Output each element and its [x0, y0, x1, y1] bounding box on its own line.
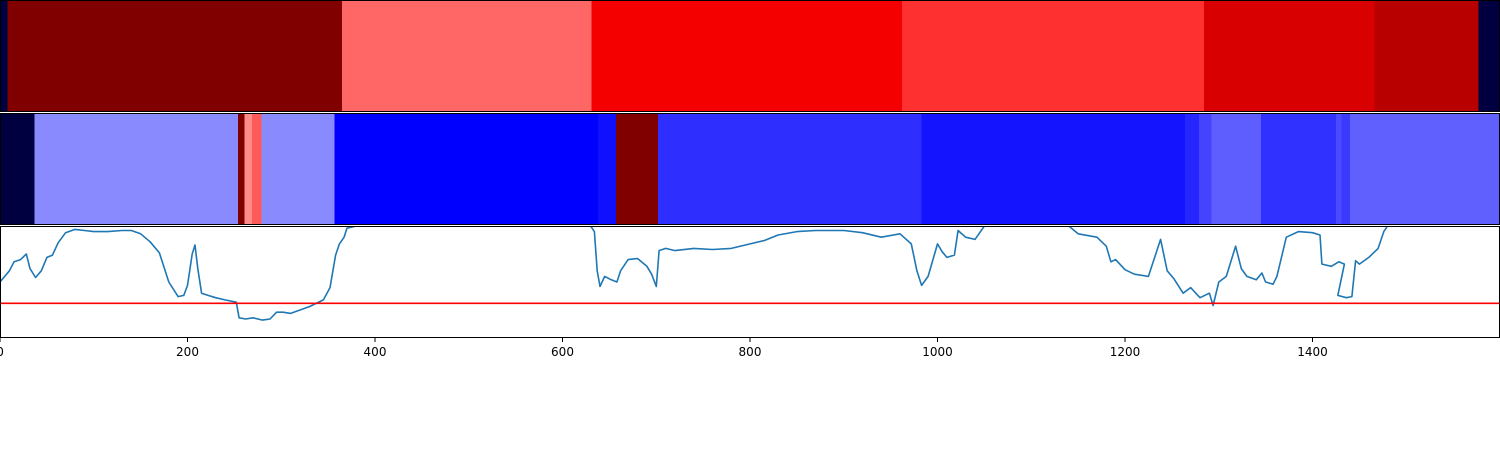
heatmap-segment-4	[252, 113, 263, 225]
heatmap-segment-7	[598, 113, 617, 225]
heatmap-segment-1	[7, 0, 343, 112]
heatmap-segment-6	[334, 113, 599, 225]
heatmap-strip-top	[0, 0, 1500, 112]
heatmap-segment-14	[1260, 113, 1337, 225]
heatmap-segment-13	[1211, 113, 1262, 225]
heatmap-segment-4	[901, 0, 1205, 112]
heatmap-segment-5	[261, 113, 336, 225]
heatmap-segment-3	[591, 0, 903, 112]
heatmap-segment-6	[1374, 0, 1479, 112]
x-tick-label-0: 0	[0, 345, 4, 359]
heatmap-segment-0	[0, 0, 8, 112]
heatmap-segment-11	[1185, 113, 1200, 225]
x-tick-label-2: 400	[364, 345, 387, 359]
line-plot-panel: 0 200 400 600 800 1000 1200 1400	[0, 226, 1500, 359]
heatmap-segment-7	[1478, 0, 1500, 112]
heatmap-segment-15	[1335, 113, 1343, 225]
heatmap-segment-3	[244, 113, 253, 225]
x-tick-label-4: 800	[739, 345, 762, 359]
heatmap-segment-16	[1341, 113, 1351, 225]
series-line-0	[0, 226, 1500, 321]
x-tick-label-5: 1000	[922, 345, 953, 359]
x-tick-label-1: 200	[176, 345, 199, 359]
heatmap-segment-10	[921, 113, 1186, 225]
heatmap-segment-2	[238, 113, 246, 225]
heatmap-strip-middle	[0, 113, 1500, 225]
x-tick-label-3: 600	[551, 345, 574, 359]
heatmap-segment-1	[34, 113, 239, 225]
heatmap-segment-12	[1199, 113, 1212, 225]
heatmap-segment-17	[1350, 113, 1500, 225]
heatmap-segment-8	[615, 113, 659, 225]
heatmap-segment-5	[1203, 0, 1375, 112]
heatmap-segment-9	[658, 113, 923, 225]
heatmap-segment-2	[342, 0, 593, 112]
heatmap-segment-0	[0, 113, 36, 225]
x-tick-label-7: 1400	[1297, 345, 1328, 359]
x-tick-label-6: 1200	[1110, 345, 1141, 359]
